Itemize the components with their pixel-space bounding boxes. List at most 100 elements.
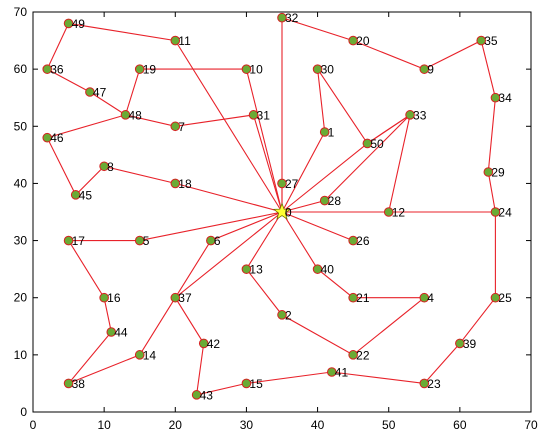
customer-node — [419, 64, 430, 74]
customer-node — [170, 292, 181, 303]
customer-node — [455, 338, 465, 349]
node-label: 8 — [107, 160, 114, 174]
node-label: 18 — [178, 177, 192, 191]
node-label: 6 — [214, 234, 221, 248]
x-tick-label: 30 — [240, 418, 254, 432]
node-label: 1 — [328, 126, 335, 140]
route-line — [245, 211, 426, 356]
customer-node — [134, 350, 145, 360]
customer-node — [120, 110, 131, 120]
node-label: 15 — [249, 377, 263, 391]
node-label: 47 — [93, 86, 107, 100]
node-label: 34 — [498, 91, 512, 105]
customer-node — [327, 367, 337, 377]
customer-node — [490, 292, 501, 303]
customer-node — [170, 35, 181, 46]
node-label: 5 — [143, 234, 150, 248]
node-label: 35 — [484, 34, 498, 48]
customer-node — [319, 195, 330, 206]
node-label: 31 — [257, 108, 271, 122]
customer-node — [490, 92, 501, 103]
depot-star-marker — [272, 202, 292, 220]
node-label: 19 — [143, 63, 157, 77]
node-label: 2 — [285, 308, 292, 322]
customer-node — [248, 110, 259, 120]
node-label: 22 — [356, 348, 370, 362]
node-label: 29 — [491, 166, 505, 180]
customer-node — [70, 190, 81, 200]
route-line — [67, 211, 283, 384]
node-label: 20 — [356, 34, 370, 48]
depot-label: 0 — [285, 206, 292, 220]
customer-node — [348, 235, 358, 246]
customer-node — [170, 121, 181, 132]
node-label: 25 — [498, 291, 512, 305]
customer-node — [99, 292, 109, 303]
node-label: 40 — [321, 263, 335, 277]
customer-node — [63, 378, 74, 389]
y-tick-label: 50 — [14, 119, 28, 133]
node-label: 13 — [249, 263, 263, 277]
y-tick-label: 0 — [20, 405, 27, 419]
customer-node — [198, 338, 209, 349]
customer-node — [419, 292, 430, 303]
customer-node — [277, 12, 287, 23]
y-tick-label: 20 — [14, 291, 28, 305]
customer-node — [405, 110, 415, 120]
node-label: 30 — [321, 63, 335, 77]
node-label: 16 — [107, 291, 121, 305]
y-tick-label: 70 — [14, 5, 28, 19]
x-tick-label: 10 — [97, 418, 111, 432]
node-label: 28 — [328, 194, 342, 208]
customer-node — [170, 178, 181, 189]
node-label: 36 — [50, 63, 64, 77]
customer-node — [312, 64, 323, 74]
node-label: 45 — [79, 188, 93, 202]
node-label: 23 — [427, 377, 441, 391]
customer-node — [277, 310, 287, 320]
customer-node — [476, 35, 487, 46]
node-label: 41 — [335, 366, 349, 380]
customer-node — [348, 35, 358, 46]
customer-node — [42, 64, 53, 74]
node-label: 33 — [413, 108, 427, 122]
customer-node — [362, 138, 373, 149]
x-tick-label: 70 — [524, 418, 538, 432]
node-label: 46 — [50, 131, 64, 145]
y-tick-label: 30 — [14, 234, 28, 248]
y-tick-label: 10 — [14, 348, 28, 362]
node-label: 42 — [207, 337, 221, 351]
node-label: 37 — [178, 291, 192, 305]
customer-node — [191, 390, 202, 400]
node-label: 50 — [370, 137, 384, 151]
node-label: 38 — [72, 377, 86, 391]
customer-node — [106, 327, 117, 337]
customer-node — [63, 235, 74, 246]
node-label: 11 — [178, 34, 191, 48]
node-label: 39 — [463, 337, 477, 351]
customer-node — [490, 207, 501, 217]
node-label: 48 — [128, 108, 142, 122]
x-tick-label: 60 — [453, 418, 467, 432]
node-label: 9 — [427, 63, 434, 77]
x-tick-label: 40 — [311, 418, 325, 432]
node-label: 27 — [285, 177, 299, 191]
node-label: 43 — [200, 388, 214, 402]
customer-node — [383, 207, 394, 217]
node-label: 7 — [178, 120, 185, 134]
customer-node — [85, 87, 95, 97]
x-tick-label: 50 — [382, 418, 396, 432]
node-label: 21 — [356, 291, 370, 305]
customer-node — [312, 264, 323, 274]
node-label: 26 — [356, 234, 370, 248]
customer-node — [134, 64, 145, 74]
customer-node — [241, 64, 252, 74]
node-label: 32 — [285, 11, 299, 25]
customer-node — [277, 178, 287, 189]
node-label: 12 — [392, 206, 406, 220]
node-label: 49 — [72, 17, 86, 31]
node-label: 10 — [249, 63, 263, 77]
